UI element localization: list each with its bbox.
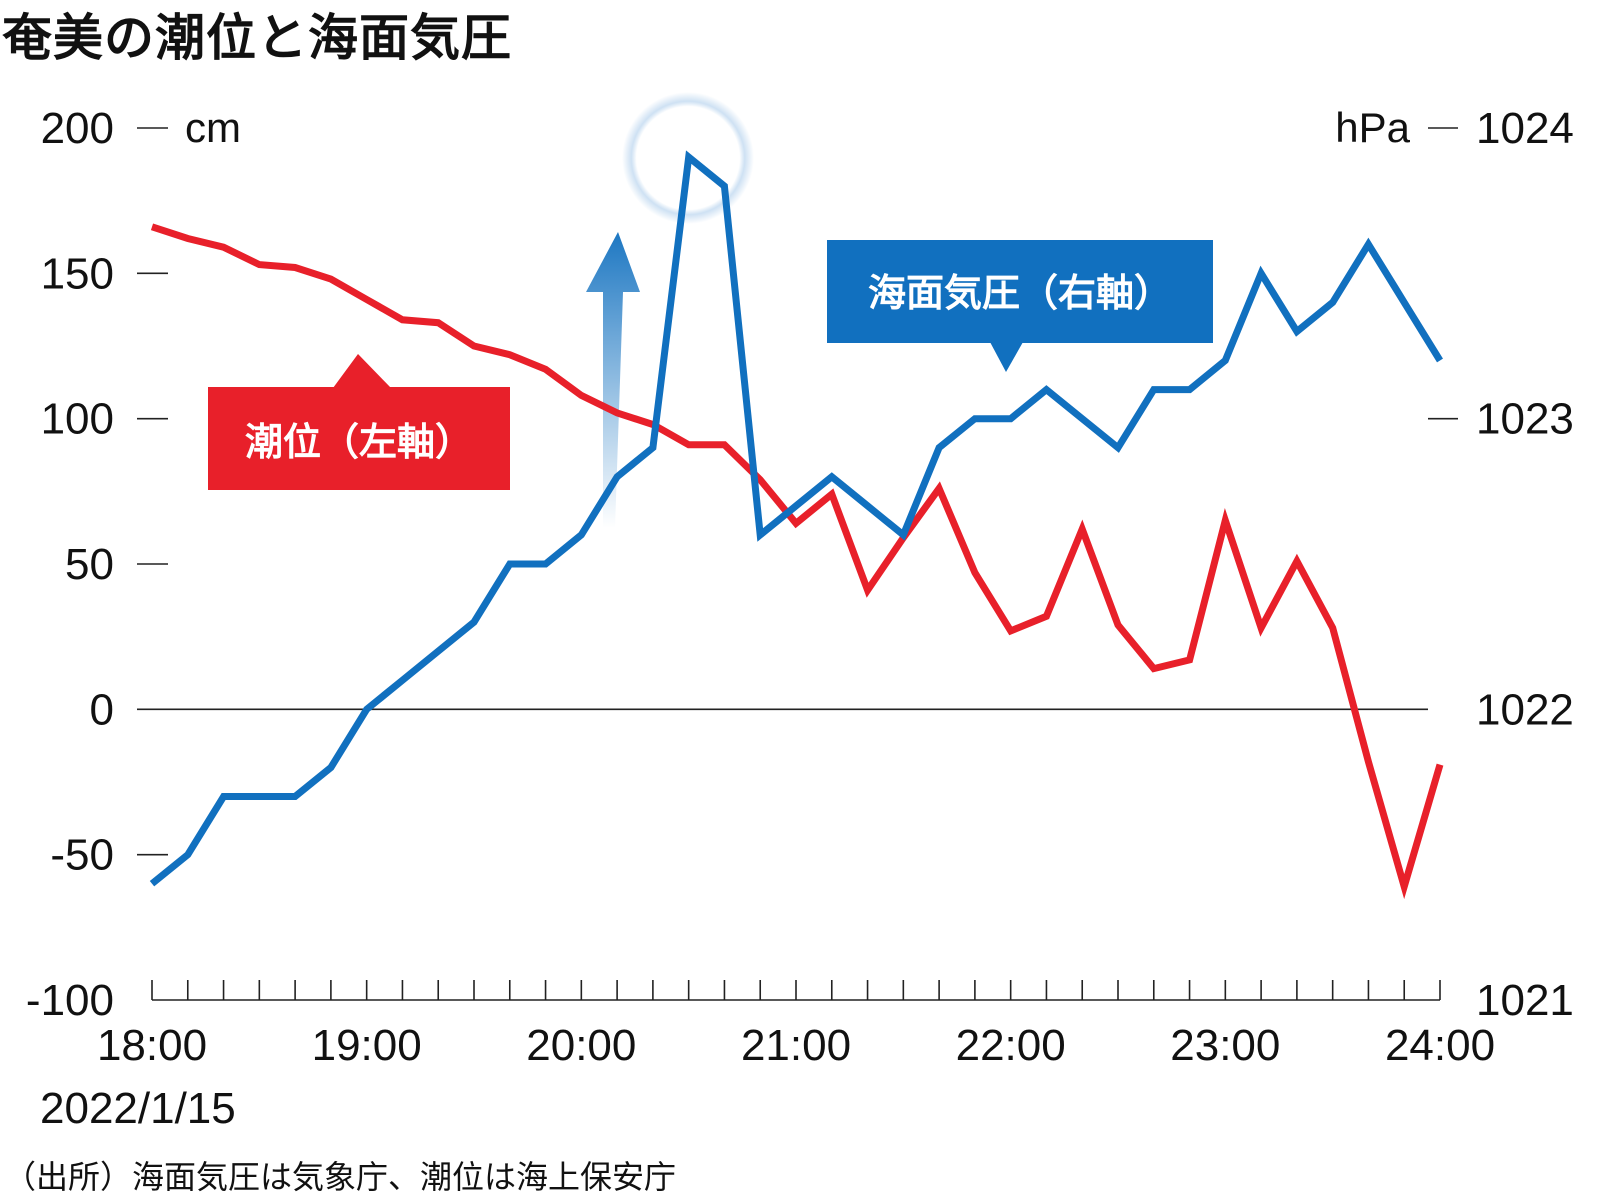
x-axis-tick-label: 22:00 <box>956 1021 1066 1070</box>
x-axis-tick-label: 24:00 <box>1385 1021 1495 1070</box>
left-axis-tick-label: 200 <box>41 104 114 153</box>
left-axis-tick-label: 150 <box>41 249 114 298</box>
callout-pressure-label: 海面気圧（右軸） <box>868 271 1172 315</box>
right-axis-tick-label: 1023 <box>1476 395 1574 444</box>
chart-title: 奄美の潮位と海面気圧 <box>2 9 512 67</box>
x-axis-tick-label: 19:00 <box>312 1021 422 1070</box>
right-axis-unit: hPa <box>1335 104 1410 151</box>
left-axis-unit: cm <box>185 104 241 151</box>
left-axis-tick-label: 50 <box>65 540 114 589</box>
left-axis-tick-label: -100 <box>26 976 114 1025</box>
x-axis-tick-label: 18:00 <box>97 1021 207 1070</box>
left-axis-tick-label: -50 <box>50 831 114 880</box>
rise-arrow-icon <box>586 232 640 528</box>
right-axis-tick-label: 1021 <box>1476 976 1574 1025</box>
right-axis-tick-label: 1022 <box>1476 685 1574 734</box>
x-axis-tick-label: 20:00 <box>526 1021 636 1070</box>
callout-pressure: 海面気圧（右軸） <box>827 240 1213 372</box>
right-axis-tick-label: 1024 <box>1476 104 1574 153</box>
x-axis-tick-label: 21:00 <box>741 1021 851 1070</box>
x-axis-date-label: 2022/1/15 <box>40 1084 236 1133</box>
x-axis-tick-label: 23:00 <box>1170 1021 1280 1070</box>
callout-tide-label: 潮位（左軸） <box>245 420 473 464</box>
tide-level-line <box>150 223 1444 900</box>
source-note: （出所）海面気圧は気象庁、潮位は海上保安庁 <box>4 1158 677 1196</box>
callout-tide: 潮位（左軸） <box>208 354 510 490</box>
left-axis-tick-label: 0 <box>90 685 114 734</box>
left-axis-tick-label: 100 <box>41 395 114 444</box>
